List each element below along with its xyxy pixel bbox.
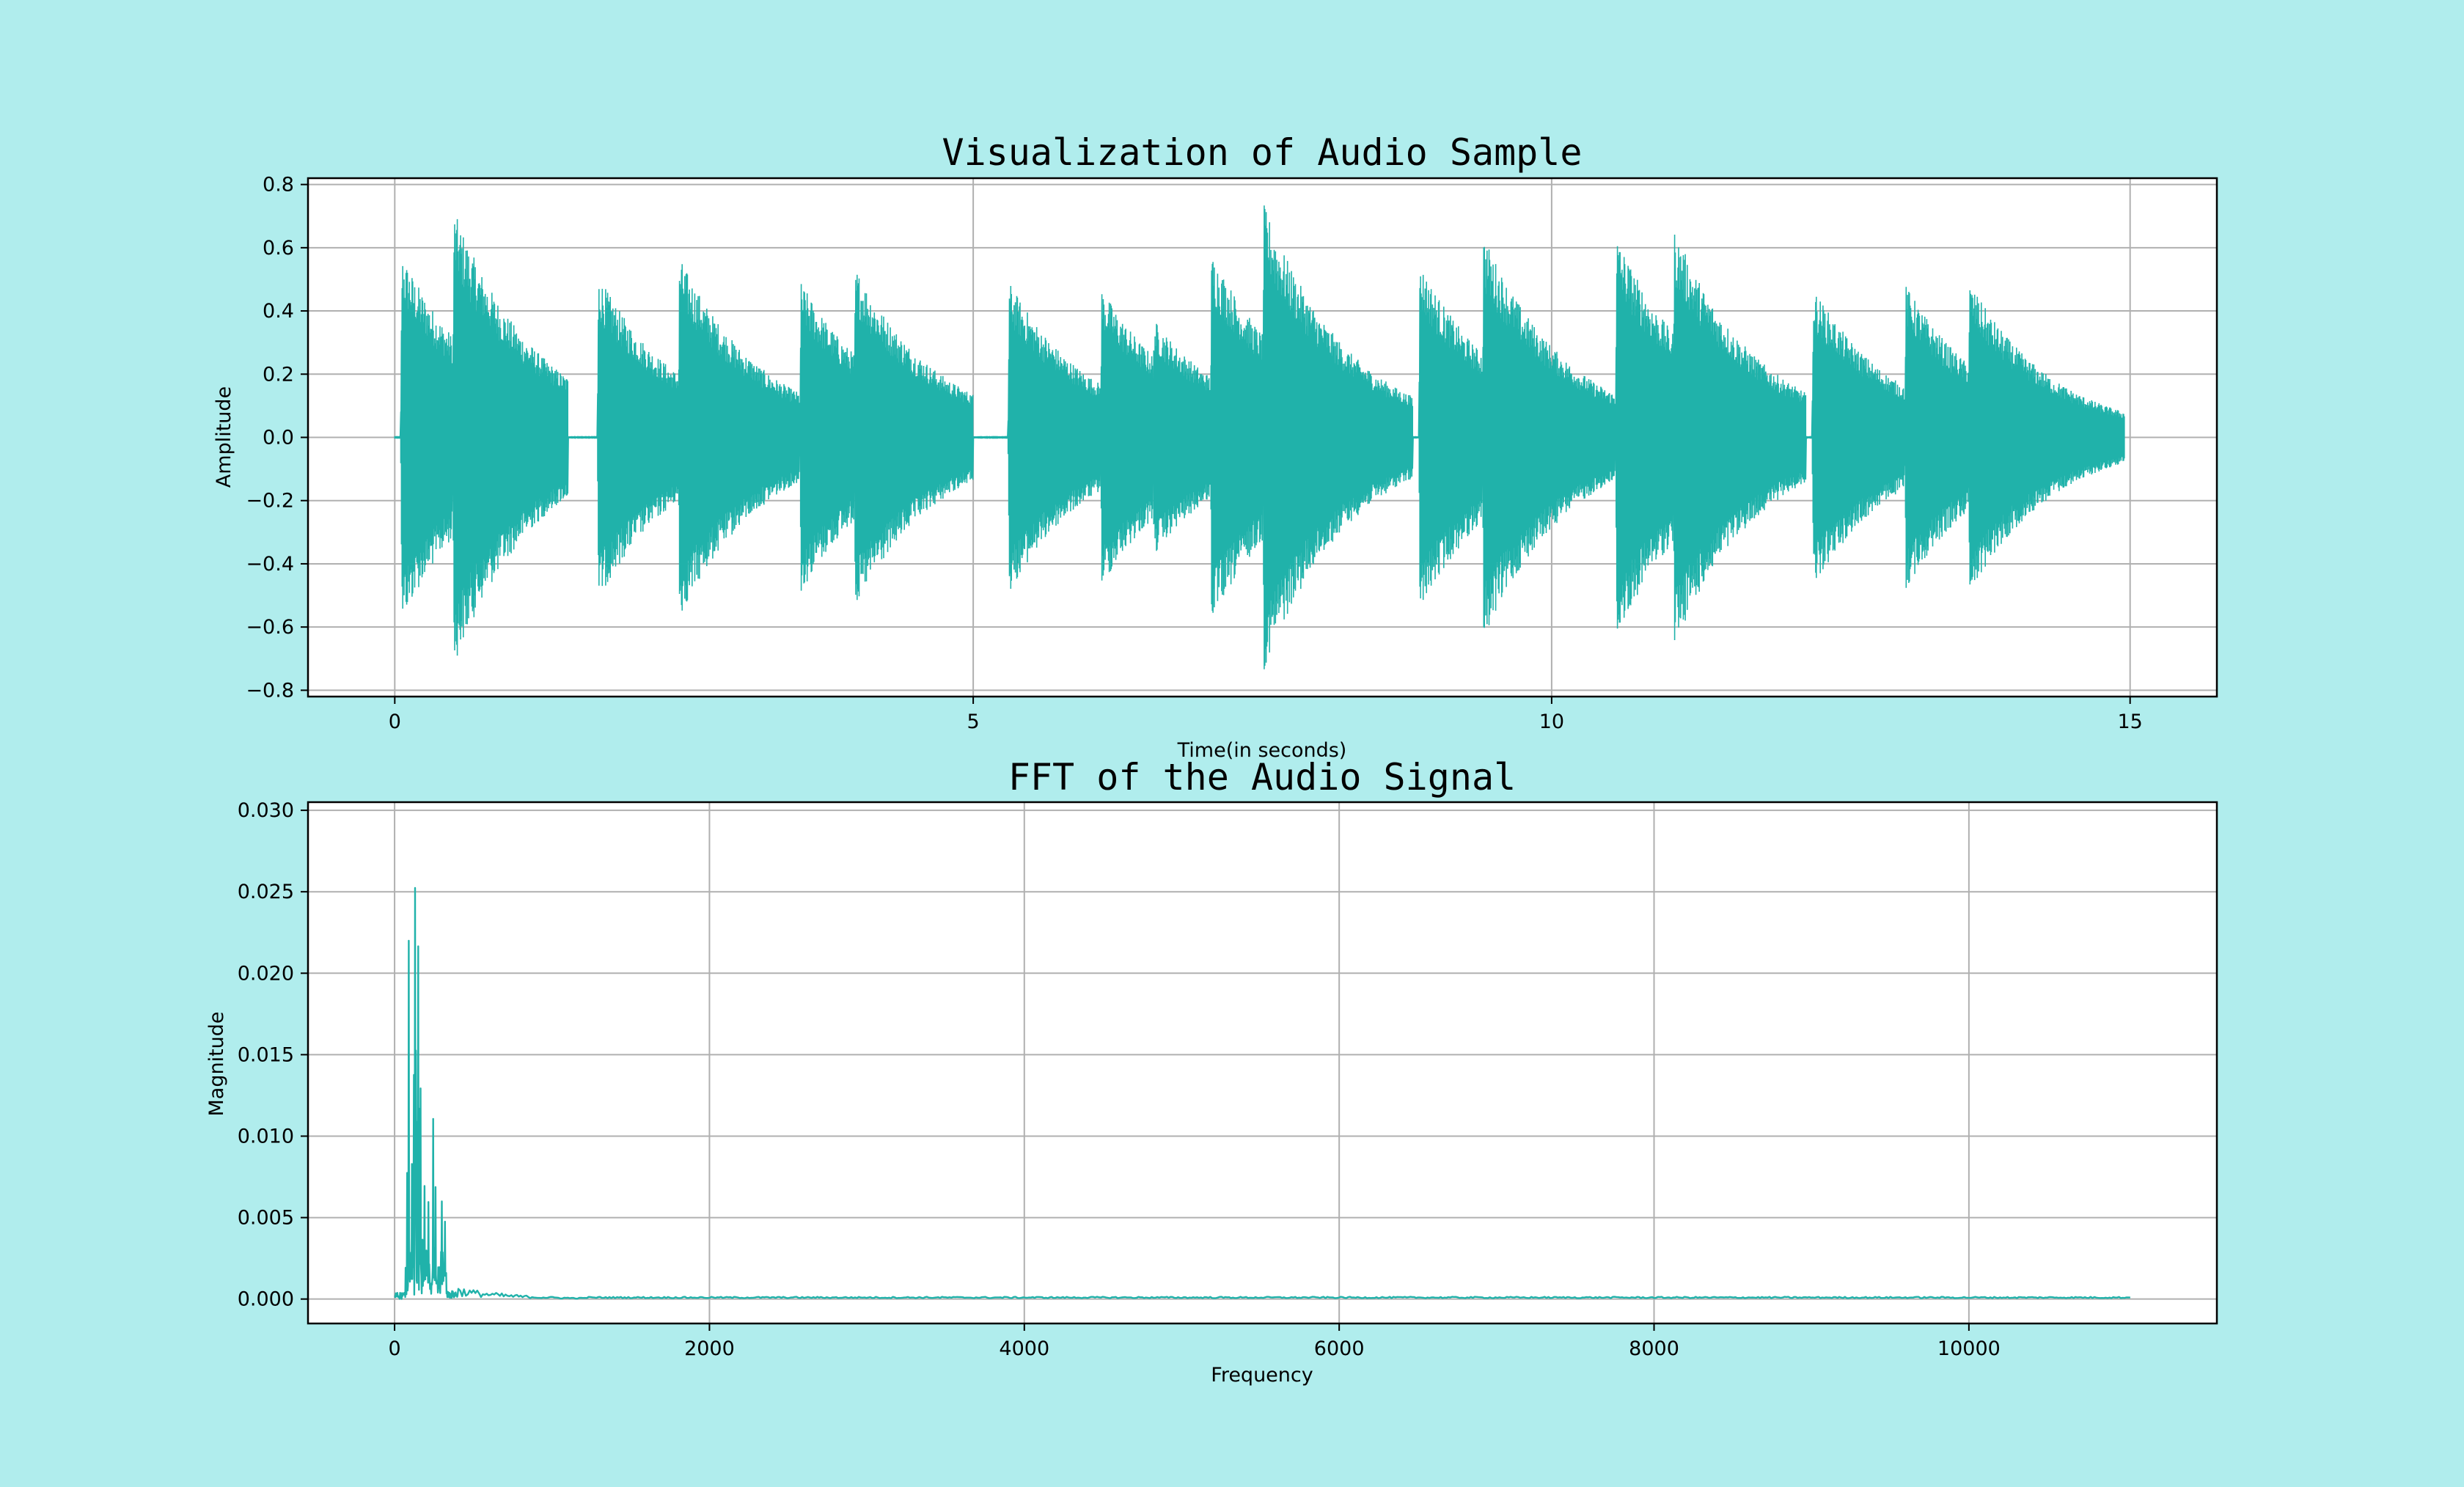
fft-line	[394, 886, 2130, 1300]
fft-y-tick-label: 0.010	[238, 1125, 294, 1148]
fft-x-tick-label: 8000	[1629, 1337, 1679, 1360]
waveform-x-ticks: 0 5 10 15	[389, 697, 2143, 733]
fft-y-tick-label: 0.020	[238, 962, 294, 985]
fft-x-tick-label: 6000	[1314, 1337, 1365, 1360]
fft-series	[394, 886, 2130, 1300]
fft-x-ticks: 0 2000 4000 6000 8000 10000	[388, 1323, 2001, 1360]
fft-panel: 0 2000 4000 6000 8000 10000 0.0000.0050.0100.…	[205, 756, 2218, 1387]
waveform-y-tick-label: −0.4	[246, 553, 294, 576]
waveform-y-tick-label: 0.0	[263, 427, 294, 449]
fft-y-tick-label: 0.005	[238, 1207, 294, 1230]
fft-y-tick-label: 0.015	[238, 1043, 294, 1066]
waveform-y-tick-label: −0.6	[246, 616, 294, 639]
fft-x-tick-label: 2000	[684, 1337, 735, 1360]
waveform-x-tick-label: 0	[389, 711, 401, 733]
fft-y-tick-label: 0.000	[238, 1288, 294, 1311]
waveform-panel: 0 5 10 15 −0.8 −0.6 −0.4 −0.2 0.0 0.2 0.4 0.6 0.8 V…	[213, 131, 2218, 762]
fft-grid	[308, 802, 2217, 1323]
waveform-y-ticks: −0.8 −0.6 −0.4 −0.2 0.0 0.2 0.4 0.6 0.8	[246, 174, 308, 702]
fft-x-tick-label: 0	[388, 1337, 400, 1360]
waveform-x-tick-label: 15	[2118, 711, 2143, 733]
fft-y-axis-label: Magnitude	[205, 1011, 228, 1116]
waveform-y-tick-label: 0.2	[263, 363, 294, 386]
waveform-x-tick-label: 5	[967, 711, 980, 733]
waveform-series	[394, 205, 2125, 669]
waveform-x-tick-label: 10	[1539, 711, 1564, 733]
fft-x-tick-label: 10000	[1937, 1337, 2001, 1360]
fft-plot-area	[308, 802, 2217, 1323]
waveform-y-tick-label: 0.4	[263, 300, 294, 323]
waveform-y-tick-label: −0.8	[246, 679, 294, 702]
waveform-y-axis-label: Amplitude	[213, 386, 235, 488]
fft-x-tick-label: 4000	[999, 1337, 1049, 1360]
waveform-y-tick-label: 0.8	[263, 174, 294, 197]
waveform-x-axis-label: Time(in seconds)	[1177, 739, 1347, 762]
fft-title: FFT of the Audio Signal	[1008, 756, 1516, 798]
waveform-title: Visualization of Audio Sample	[942, 131, 1583, 174]
waveform-y-tick-label: −0.2	[246, 490, 294, 513]
fft-y-tick-label: 0.025	[238, 881, 294, 903]
waveform-y-tick-label: 0.6	[263, 237, 294, 260]
fft-x-axis-label: Frequency	[1211, 1364, 1313, 1387]
fft-plot-frame	[307, 801, 2218, 1325]
waveform-line	[394, 205, 2125, 669]
fft-y-ticks: 0.000 0.005 0.010 0.015 0.020 0.025 0.030	[238, 799, 308, 1311]
fft-y-tick-label: 0.030	[238, 799, 294, 822]
